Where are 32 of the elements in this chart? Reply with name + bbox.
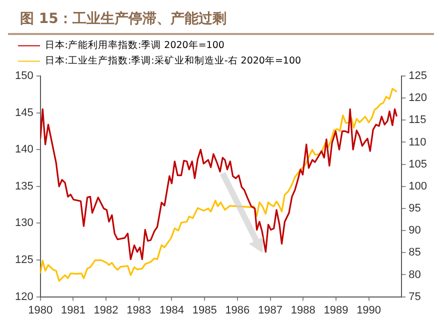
y2-tick-label: 105 <box>408 158 428 170</box>
y-tick-label: 140 <box>14 144 34 156</box>
y2-tick-label: 90 <box>408 224 421 237</box>
x-tick-label: 1986 <box>225 304 250 316</box>
x-tick-label: 1980 <box>28 304 53 316</box>
y2-tick-label: 95 <box>408 202 421 215</box>
x-tick-label: 1988 <box>290 304 316 316</box>
y-tick-label: 145 <box>14 106 34 119</box>
x-tick-label: 1990 <box>356 304 382 316</box>
legend-label: 日本:产能利用率指数:季调 2020年=100 <box>44 39 224 52</box>
x-tick-label: 1983 <box>126 304 152 316</box>
y2-tick-label: 125 <box>408 70 428 82</box>
x-tick-label: 1984 <box>159 304 184 316</box>
x-tick-label: 1982 <box>94 304 118 316</box>
y-tick-label: 135 <box>14 180 34 192</box>
legend-label: 日本:工业生产指数:季调:采矿业和制造业-右 2020年=100 <box>44 54 302 67</box>
y2-tick-label: 80 <box>408 268 421 281</box>
y2-tick-label: 110 <box>408 136 426 148</box>
x-tick-label: 1987 <box>258 304 283 316</box>
y-tick-label: 130 <box>14 217 34 230</box>
y-tick-label: 120 <box>14 290 34 303</box>
x-tick-label: 1985 <box>192 304 217 316</box>
y-tick-label: 125 <box>14 254 34 266</box>
y2-tick-label: 75 <box>408 290 421 303</box>
x-tick-label: 1981 <box>60 304 86 316</box>
y2-tick-label: 120 <box>408 92 428 104</box>
y2-tick-label: 85 <box>408 246 421 259</box>
chart-title: 图 15：工业生产停滞、产能过剩 <box>8 8 434 35</box>
y2-tick-label: 100 <box>408 180 428 192</box>
y-tick-label: 150 <box>14 70 34 82</box>
y2-tick-label: 115 <box>408 114 426 126</box>
x-tick-label: 1989 <box>324 304 348 316</box>
